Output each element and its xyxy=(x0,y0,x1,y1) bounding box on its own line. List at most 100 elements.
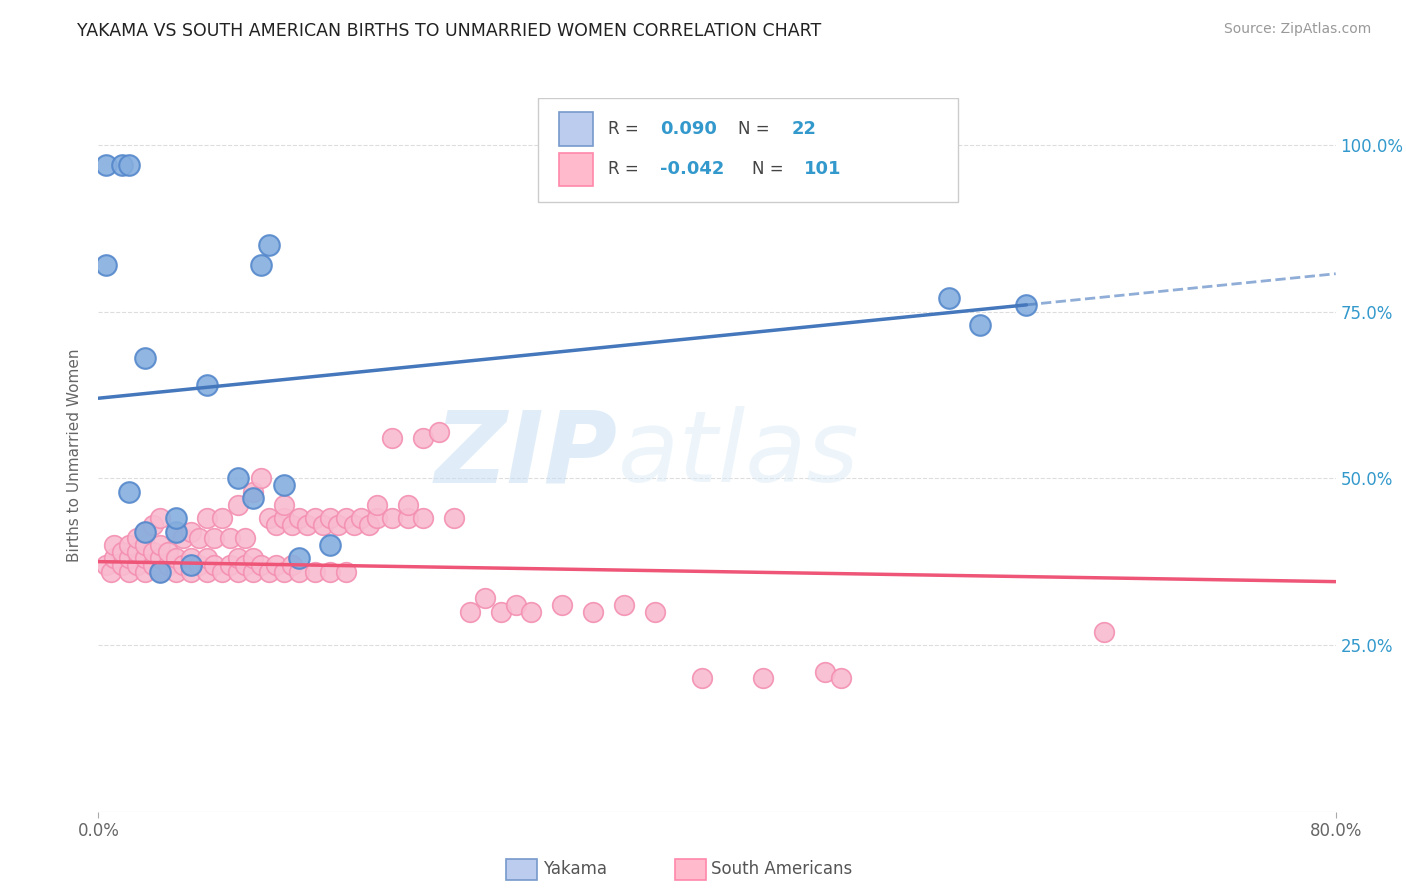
Point xyxy=(226,551,249,566)
Point xyxy=(103,551,125,566)
Point xyxy=(273,498,295,512)
Point xyxy=(613,598,636,612)
Point xyxy=(319,565,342,579)
Point xyxy=(273,478,295,492)
Point xyxy=(96,158,118,172)
Point xyxy=(165,565,187,579)
Point xyxy=(644,605,666,619)
Point xyxy=(242,551,264,566)
Text: 101: 101 xyxy=(804,161,841,178)
Point xyxy=(288,511,311,525)
Point xyxy=(830,671,852,685)
Point xyxy=(242,565,264,579)
Text: Source: ZipAtlas.com: Source: ZipAtlas.com xyxy=(1223,22,1371,37)
Point xyxy=(173,531,195,545)
Text: R =: R = xyxy=(609,120,638,137)
Point xyxy=(257,565,280,579)
Text: 22: 22 xyxy=(792,120,817,137)
Text: South Americans: South Americans xyxy=(711,860,852,878)
Point xyxy=(938,291,960,305)
Text: ZIP: ZIP xyxy=(434,407,619,503)
Point xyxy=(366,511,388,525)
Point xyxy=(288,565,311,579)
Point xyxy=(235,531,257,545)
Point xyxy=(180,551,202,566)
Point xyxy=(381,431,404,445)
Point xyxy=(188,531,211,545)
Point xyxy=(134,551,156,566)
Point xyxy=(412,431,434,445)
Point xyxy=(134,351,156,366)
Point xyxy=(281,518,304,533)
Point xyxy=(111,158,134,172)
Point xyxy=(219,531,242,545)
Text: -0.042: -0.042 xyxy=(661,161,724,178)
Point xyxy=(180,524,202,539)
Point xyxy=(118,565,141,579)
Point xyxy=(134,538,156,552)
Point xyxy=(165,551,187,566)
Point xyxy=(288,551,311,566)
Point xyxy=(111,558,134,572)
Point xyxy=(257,511,280,525)
Point xyxy=(118,551,141,566)
Point xyxy=(100,565,122,579)
Point xyxy=(412,511,434,525)
Point xyxy=(226,498,249,512)
Point xyxy=(96,558,118,572)
Point xyxy=(1092,624,1115,639)
Point xyxy=(195,511,218,525)
Point xyxy=(343,518,366,533)
Text: N =: N = xyxy=(752,161,783,178)
Point xyxy=(335,565,357,579)
Point xyxy=(273,511,295,525)
Point xyxy=(195,377,218,392)
Point xyxy=(134,565,156,579)
Point xyxy=(134,524,156,539)
Point xyxy=(149,511,172,525)
Text: R =: R = xyxy=(609,161,638,178)
Point xyxy=(266,558,288,572)
Point xyxy=(690,671,713,685)
Text: atlas: atlas xyxy=(619,407,859,503)
Point xyxy=(319,538,342,552)
Point xyxy=(458,605,481,619)
Point xyxy=(242,484,264,499)
Point xyxy=(326,518,350,533)
Point xyxy=(195,551,218,566)
Point xyxy=(366,498,388,512)
Point xyxy=(103,538,125,552)
Point xyxy=(165,511,187,525)
Point xyxy=(304,511,326,525)
Point xyxy=(304,565,326,579)
Point xyxy=(134,524,156,539)
Point xyxy=(149,538,172,552)
Point xyxy=(173,558,195,572)
Point xyxy=(474,591,496,606)
Point xyxy=(242,491,264,506)
Point xyxy=(381,511,404,525)
Point xyxy=(312,518,335,533)
Point xyxy=(111,544,134,558)
Text: N =: N = xyxy=(738,120,769,137)
Bar xyxy=(558,153,593,186)
Point xyxy=(149,565,172,579)
Point xyxy=(226,565,249,579)
Point xyxy=(582,605,605,619)
Point xyxy=(250,558,273,572)
Point xyxy=(127,558,149,572)
Point xyxy=(273,565,295,579)
Point xyxy=(118,484,141,499)
Point xyxy=(443,511,465,525)
Point xyxy=(969,318,991,332)
Point xyxy=(226,471,249,485)
Point xyxy=(281,558,304,572)
Point xyxy=(118,538,141,552)
Point xyxy=(149,551,172,566)
Point xyxy=(350,511,373,525)
Point xyxy=(235,558,257,572)
Point xyxy=(127,544,149,558)
Y-axis label: Births to Unmarried Women: Births to Unmarried Women xyxy=(67,348,83,562)
Point xyxy=(266,518,288,533)
Point xyxy=(250,258,273,272)
